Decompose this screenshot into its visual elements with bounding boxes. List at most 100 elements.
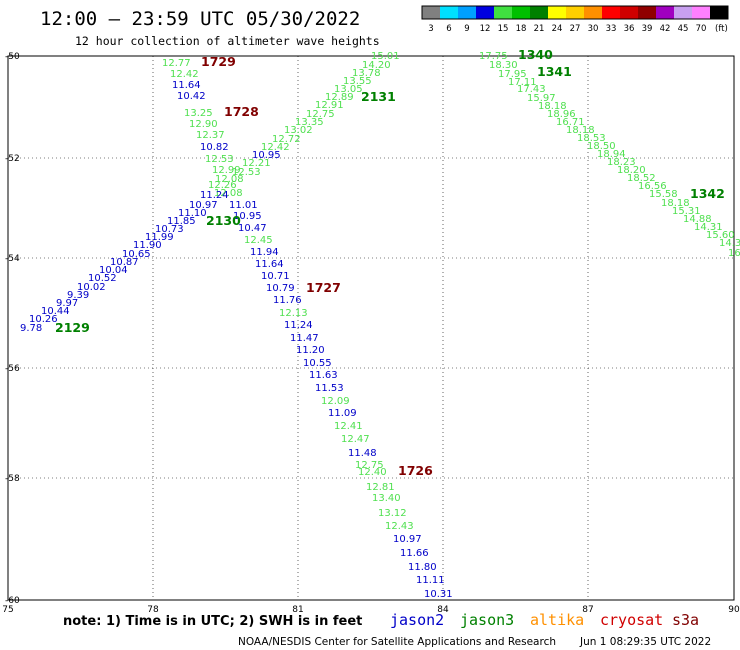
wave-height-reading: 12.26 (208, 180, 237, 191)
wave-height-reading: 11.63 (309, 370, 338, 381)
wave-height-reading: 12.91 (315, 100, 344, 111)
wave-height-reading: 12.99 (212, 165, 241, 176)
wave-readings: 12.7712.4211.6410.4213.2512.9012.3710.82… (20, 51, 740, 600)
wave-height-reading: 17.11 (508, 77, 537, 88)
wave-height-reading: 9.97 (56, 298, 78, 309)
wave-height-reading: 14.3 (719, 238, 740, 249)
wave-height-reading: 9.39 (67, 290, 89, 301)
wave-height-reading: 10.31 (424, 589, 453, 600)
wave-height-reading: 18.94 (597, 149, 626, 160)
wave-height-reading: 12.09 (321, 396, 350, 407)
wave-height-reading: 13.40 (372, 493, 401, 504)
wave-height-reading: 11.99 (145, 232, 174, 243)
wave-height-reading: 18.50 (587, 141, 616, 152)
wave-height-reading: 11.09 (328, 408, 357, 419)
legend-swatch (566, 6, 584, 19)
wave-height-reading: 11.10 (178, 208, 207, 219)
wave-height-reading: 12.21 (242, 158, 271, 169)
lat-tick-label: -58 (5, 474, 20, 484)
wave-height-reading: 12.13 (279, 308, 308, 319)
wave-height-reading: 13.25 (184, 108, 213, 119)
pass-time-label: 1341 (537, 64, 572, 79)
wave-height-reading: 11.94 (250, 247, 279, 258)
wave-height-reading: 12.41 (334, 421, 363, 432)
legend-label: 70 (696, 24, 707, 34)
legend-label: 33 (606, 24, 617, 34)
wave-height-legend: 3 6 9 12 15 18 21 24 27 30 33 36 39 42 45 70 (421, 5, 729, 34)
legend-label: 45 (678, 24, 689, 34)
legend-label: 12 (480, 24, 491, 34)
wave-height-reading: 16.71 (556, 117, 585, 128)
legend-label: 6 (446, 24, 451, 34)
legend-swatch (674, 6, 692, 19)
wave-height-reading: 12.75 (355, 460, 384, 471)
legend-swatch (422, 6, 440, 19)
legend-swatch (620, 6, 638, 19)
legend-label: 36 (624, 24, 635, 34)
legend-swatch (656, 6, 674, 19)
wave-height-reading: 18.18 (538, 101, 567, 112)
wave-height-reading: 18.18 (661, 198, 690, 209)
lon-tick-label: 78 (147, 605, 159, 615)
wave-height-reading: 16 (728, 248, 740, 259)
wave-height-reading: 10.71 (261, 271, 290, 282)
wave-height-reading: 10.65 (122, 249, 151, 260)
wave-height-reading: 13.35 (295, 117, 324, 128)
wave-height-reading: 10.97 (189, 200, 218, 211)
map-border (7, 55, 735, 601)
legend-swatch (512, 6, 530, 19)
satellite-name: altika (530, 611, 584, 629)
wave-height-reading: 13.78 (352, 68, 381, 79)
wave-height-reading: 15.97 (527, 93, 556, 104)
legend-swatch (548, 6, 566, 19)
satellite-legend: jason2 jason3 altika cryosat s3a (390, 611, 699, 629)
legend-swatch (584, 6, 602, 19)
lon-tick-label: 87 (582, 605, 593, 615)
wave-height-reading: 17.75 (479, 51, 508, 62)
wave-height-reading: 11.11 (416, 575, 445, 586)
wave-height-reading: 12.42 (170, 69, 199, 80)
pass-time-label: 1340 (518, 47, 553, 62)
wave-height-reading: 11.48 (348, 448, 377, 459)
wave-height-reading: 11.64 (255, 259, 284, 270)
legend-label: 15 (498, 24, 509, 34)
legend-unit: (ft) (715, 24, 728, 34)
wave-height-reading: 12.45 (244, 235, 273, 246)
wave-height-reading: 10.04 (99, 265, 128, 276)
legend-label: 39 (642, 24, 653, 34)
legend-label: 18 (516, 24, 527, 34)
legend-swatch (638, 6, 656, 19)
wave-height-reading: 12.08 (215, 174, 244, 185)
legend-swatch (710, 6, 728, 19)
pass-time-label: 1729 (201, 54, 236, 69)
pass-time-label: 2129 (55, 320, 90, 335)
wave-height-reading: 11.85 (167, 216, 196, 227)
wave-height-reading: 15.58 (649, 189, 678, 200)
footer-note: note: 1) Time is in UTC; 2) SWH is in fe… (63, 614, 362, 629)
lat-tick-label: -50 (5, 52, 20, 62)
lon-tick-label: 90 (728, 605, 740, 615)
wave-height-reading: 11.01 (229, 200, 258, 211)
wave-height-reading: 12.37 (196, 130, 225, 141)
legend-label: 24 (552, 24, 563, 34)
legend-label: 42 (660, 24, 671, 34)
wave-height-reading: 12.43 (385, 521, 414, 532)
wave-height-reading: 13.12 (378, 508, 407, 519)
pass-labels: 1729 1728 2130 2129 1727 1726 2131 1340 1341 1342 (55, 47, 725, 478)
wave-height-reading: 17.95 (498, 69, 527, 80)
legend-label: 9 (464, 24, 469, 34)
wave-height-reading: 18.23 (607, 157, 636, 168)
legend-swatch (476, 6, 494, 19)
lon-tick-label: 75 (2, 605, 13, 615)
wave-height-reading: 10.02 (77, 282, 106, 293)
legend-swatch (602, 6, 620, 19)
wave-height-reading: 11.76 (273, 295, 302, 306)
wave-height-reading: 18.30 (489, 60, 518, 71)
wave-height-reading: 11.20 (296, 345, 325, 356)
legend-border (421, 5, 729, 20)
wave-height-reading: 10.95 (233, 211, 262, 222)
wave-height-reading: 12.53 (232, 167, 261, 178)
wave-height-reading: 12.77 (162, 58, 191, 69)
lat-tick-label: -52 (5, 154, 20, 164)
